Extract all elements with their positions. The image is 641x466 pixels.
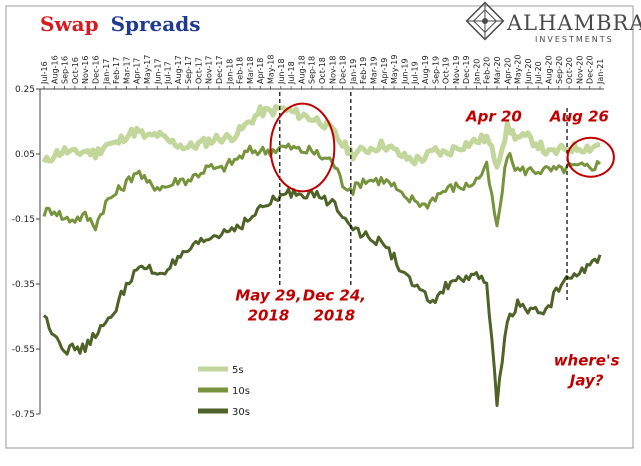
x-tick-label-31: Feb-19	[359, 57, 368, 84]
highlight-ellipse-1	[566, 136, 615, 178]
x-tick-label-36: Jul-19	[411, 61, 420, 85]
x-tick-label-38: Sep-19	[431, 56, 440, 84]
x-tick-label-18: Jan-18	[225, 59, 234, 85]
x-tick-label-28: Nov-18	[328, 56, 337, 84]
x-tick-label-8: Mar-17	[122, 56, 131, 84]
x-tick-label-1: Aug-16	[50, 55, 59, 84]
y-tick-label-3: -0.35	[12, 280, 35, 290]
annotation-4: where's Jay?	[554, 351, 620, 389]
event-lines	[279, 92, 568, 300]
x-tick-label-12: Jul-17	[164, 61, 173, 85]
x-tick-label-19: Feb-18	[236, 57, 245, 84]
series-line-5s	[41, 104, 601, 170]
x-tick-label-30: Jan-19	[349, 59, 358, 85]
x-tick-label-14: Sep-17	[184, 56, 193, 84]
y-tick-label-0: 0.25	[15, 85, 35, 95]
y-tick-label-1: 0.05	[15, 150, 35, 160]
x-tick-label-0: Jul-16	[40, 61, 49, 85]
x-tick-label-6: Jan-17	[102, 59, 111, 85]
chart-title-part2: Spreads	[111, 12, 201, 36]
x-tick-label-20: Mar-18	[246, 56, 255, 84]
x-tick-label-47: Jun-20	[524, 58, 533, 85]
x-tick-label-2: Sep-16	[61, 56, 70, 84]
x-tick-label-22: May-18	[267, 55, 276, 84]
chart-title-part1: Swap	[40, 12, 99, 36]
x-tick-label-24: Jul-18	[287, 61, 296, 85]
annotation-2: May 29, 2018	[235, 286, 301, 324]
series-line-30s	[43, 187, 602, 407]
series-line-10s	[42, 142, 601, 232]
x-tick-label-23: Jun-18	[277, 58, 286, 85]
x-tick-label-17: Dec-17	[215, 55, 224, 84]
logo-name: ALHAMBRA	[506, 11, 641, 35]
legend-label-5s: 5s	[232, 365, 244, 376]
x-tick-label-9: Apr-17	[133, 58, 142, 84]
y-ticks: 0.25 0.05 -0.15 -0.35 -0.55 -0.75	[12, 85, 40, 420]
x-tick-label-15: Oct-17	[194, 57, 203, 84]
x-tick-label-11: Jun-17	[153, 58, 162, 85]
x-tick-label-4: Nov-16	[81, 56, 90, 84]
x-tick-label-41: Dec-19	[462, 55, 471, 84]
x-tick-label-42: Jan-20	[472, 59, 481, 85]
x-tick-label-51: Oct-20	[565, 57, 574, 84]
legend-label-10s: 10s	[232, 386, 250, 397]
x-tick-label-32: Mar-19	[369, 56, 378, 84]
y-tick-label-4: -0.55	[12, 345, 35, 355]
x-tick-label-26: Sep-18	[308, 56, 317, 84]
x-tick-label-45: Apr-20	[503, 58, 512, 84]
annotation-0: Apr 20	[465, 108, 522, 126]
x-tick-label-50: Sep-20	[555, 56, 564, 84]
x-tick-label-21: Apr-18	[256, 58, 265, 84]
x-tick-label-27: Oct-18	[318, 57, 327, 84]
x-tick-label-54: Jan-21	[596, 59, 605, 85]
x-tick-label-3: Oct-16	[71, 57, 80, 84]
x-tick-label-53: Dec-20	[586, 55, 595, 84]
x-tick-label-7: Feb-17	[112, 57, 121, 84]
chart-title: Swap Spreads	[40, 12, 200, 36]
x-tick-label-5: Dec-16	[91, 55, 100, 84]
logo-emblem-icon	[465, 1, 505, 41]
x-tick-label-29: Dec-18	[339, 55, 348, 84]
x-tick-label-33: Apr-19	[380, 58, 389, 84]
x-tick-label-49: Aug-20	[545, 55, 554, 84]
x-tick-label-39: Oct-19	[442, 57, 451, 84]
highlight-circles	[269, 102, 615, 193]
alhambra-logo: ALHAMBRA INVESTMENTS	[465, 1, 641, 44]
highlight-ellipse-0	[269, 102, 336, 193]
x-tick-label-52: Nov-20	[575, 56, 584, 84]
x-tick-label-10: May-17	[143, 55, 152, 84]
x-tick-label-34: May-19	[390, 55, 399, 84]
legend-label-30s: 30s	[232, 407, 250, 418]
x-tick-label-13: Aug-17	[174, 55, 183, 84]
x-tick-label-35: Jun-19	[400, 58, 409, 85]
x-tick-label-43: Feb-20	[483, 57, 492, 84]
x-tick-label-44: Mar-20	[493, 56, 502, 84]
x-tick-label-37: Aug-19	[421, 55, 430, 84]
x-tick-label-40: Nov-19	[452, 56, 461, 84]
series-group	[41, 104, 602, 407]
logo-subtitle: INVESTMENTS	[535, 35, 614, 44]
x-tick-label-48: Jul-20	[534, 61, 543, 85]
annotation-3: Dec 24, 2018	[303, 286, 366, 324]
y-tick-label-2: -0.15	[12, 215, 35, 225]
x-ticks: Jul-16 Aug-16 Sep-16 Oct-16 Nov-16 Dec-16 Jan-…	[40, 55, 605, 89]
x-tick-label-25: Aug-18	[297, 55, 306, 84]
chart-border	[5, 5, 634, 449]
legend: 5s 10s 30s	[198, 365, 250, 418]
x-tick-label-46: May-20	[514, 55, 523, 84]
y-tick-label-5: -0.75	[12, 410, 35, 420]
x-tick-label-16: Nov-17	[205, 56, 214, 84]
annotation-1: Aug 26	[549, 108, 609, 126]
